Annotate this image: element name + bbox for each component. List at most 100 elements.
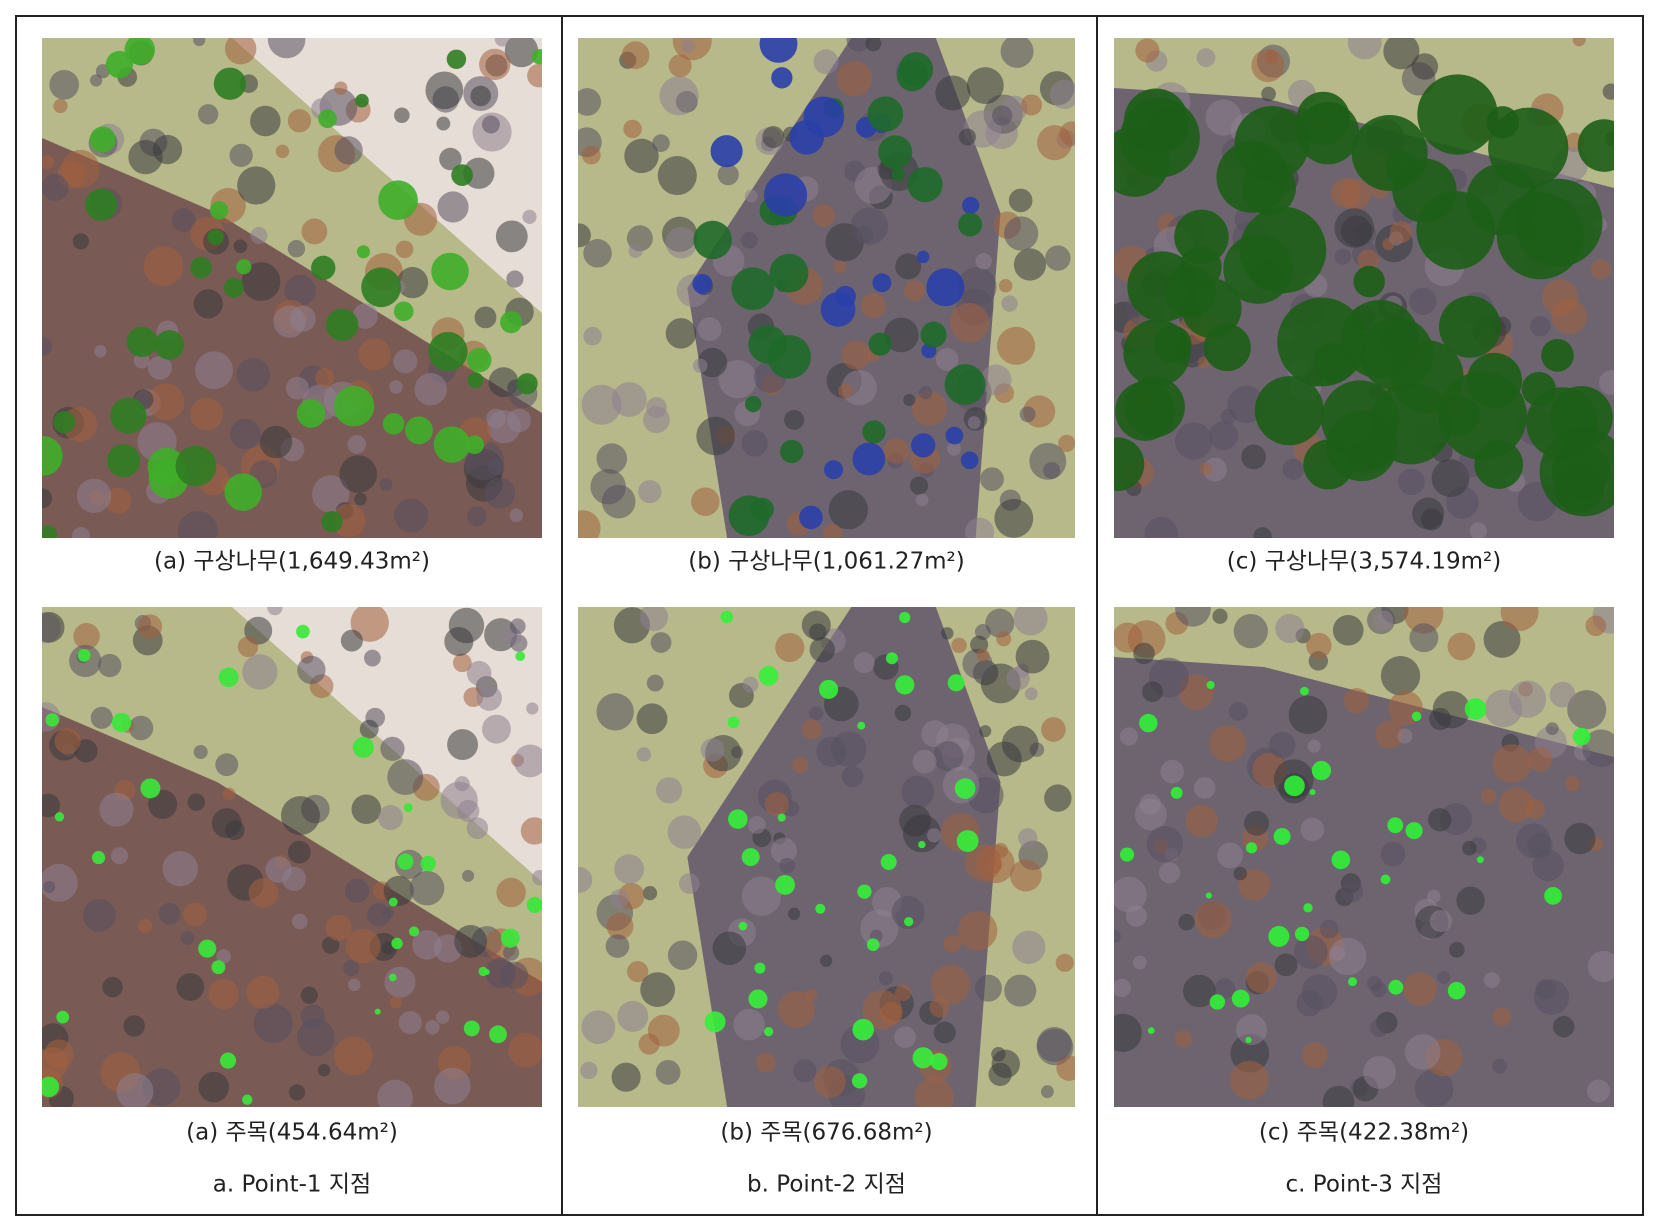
canopy (891, 895, 925, 930)
aerial-image (1114, 607, 1614, 1107)
canopy (601, 484, 636, 519)
detected-area (388, 897, 398, 907)
canopy (389, 380, 403, 394)
canopy (1282, 458, 1304, 480)
canopy (638, 479, 662, 504)
canopy (1013, 248, 1047, 281)
detected-area (1203, 323, 1251, 372)
canopy (1307, 739, 1321, 753)
canopy (1590, 259, 1611, 280)
detected-area (851, 1073, 868, 1089)
canopy (1456, 886, 1485, 915)
canopy (1209, 421, 1239, 451)
canopy (878, 971, 893, 986)
canopy (1469, 522, 1487, 538)
canopy (435, 1010, 450, 1024)
canopy (1530, 315, 1551, 337)
canopy (1587, 950, 1614, 983)
canopy (1527, 833, 1553, 859)
canopy (44, 1039, 74, 1069)
canopy (1551, 298, 1587, 335)
detected-area (42, 1076, 60, 1098)
canopy (193, 38, 206, 47)
detected-area (911, 433, 936, 458)
canopy (583, 326, 602, 346)
canopy (143, 246, 184, 287)
canopy (193, 289, 223, 319)
image-content (578, 38, 1075, 538)
point-label: a. Point-1 지점 (213, 1172, 371, 1198)
canopy (1261, 86, 1276, 102)
canopy (481, 115, 500, 134)
detected-area (393, 301, 414, 322)
detected-area (799, 505, 823, 530)
detected-area (140, 778, 161, 799)
detected-area (1331, 850, 1351, 870)
canopy (1178, 913, 1195, 931)
canopy (1135, 38, 1160, 63)
canopy (339, 455, 378, 493)
canopy (809, 637, 835, 663)
detected-area (1206, 680, 1215, 690)
detected-area (728, 809, 748, 829)
canopy (943, 934, 962, 953)
detected-area (463, 1020, 480, 1037)
detected-area (1541, 338, 1574, 372)
canopy (300, 986, 318, 1004)
canopy (650, 632, 672, 653)
detected-area (1147, 108, 1189, 150)
canopy (636, 703, 668, 735)
canopy (105, 487, 132, 514)
canopy (903, 280, 925, 302)
detected-area (775, 874, 795, 895)
canopy (1357, 249, 1379, 271)
canopy (1397, 728, 1413, 744)
canopy (979, 725, 992, 738)
canopy (965, 517, 995, 538)
detected-area (748, 325, 787, 364)
canopy (1146, 825, 1183, 863)
canopy (344, 878, 370, 903)
canopy (527, 63, 542, 88)
canopy (836, 60, 873, 97)
canopy (1483, 972, 1500, 989)
canopy (1132, 955, 1147, 970)
canopy (692, 358, 708, 374)
detected-area (1114, 437, 1145, 492)
detected-area (824, 460, 844, 480)
detected-area (898, 52, 934, 87)
detected-area (920, 321, 947, 348)
canopy (1241, 444, 1267, 470)
detected-area (1147, 1027, 1155, 1034)
canopy (1602, 83, 1614, 100)
detected-area (1300, 686, 1309, 696)
canopy (504, 38, 539, 68)
frame (15, 15, 1644, 1216)
canopy (933, 1021, 956, 1044)
road (232, 38, 542, 313)
canopy (76, 478, 112, 513)
detected-area (895, 675, 915, 695)
canopy (1001, 725, 1039, 763)
canopy (578, 510, 601, 538)
canopy (809, 623, 827, 641)
canopy (147, 355, 172, 380)
canopy (133, 352, 150, 369)
detected-area (1552, 441, 1610, 500)
canopy (1462, 840, 1477, 856)
canopy (980, 364, 1012, 396)
canopy (927, 828, 942, 843)
canopy (596, 443, 628, 474)
canopy (838, 383, 853, 399)
canopy (377, 1079, 413, 1107)
canopy (846, 38, 871, 52)
detected-area (1309, 789, 1316, 796)
canopy (1322, 1085, 1355, 1107)
aerial-image (42, 607, 542, 1107)
canopy (1004, 974, 1037, 1007)
detected-area (89, 126, 116, 153)
canopy (762, 126, 785, 149)
canopy (1343, 688, 1370, 714)
canopy (509, 508, 524, 523)
